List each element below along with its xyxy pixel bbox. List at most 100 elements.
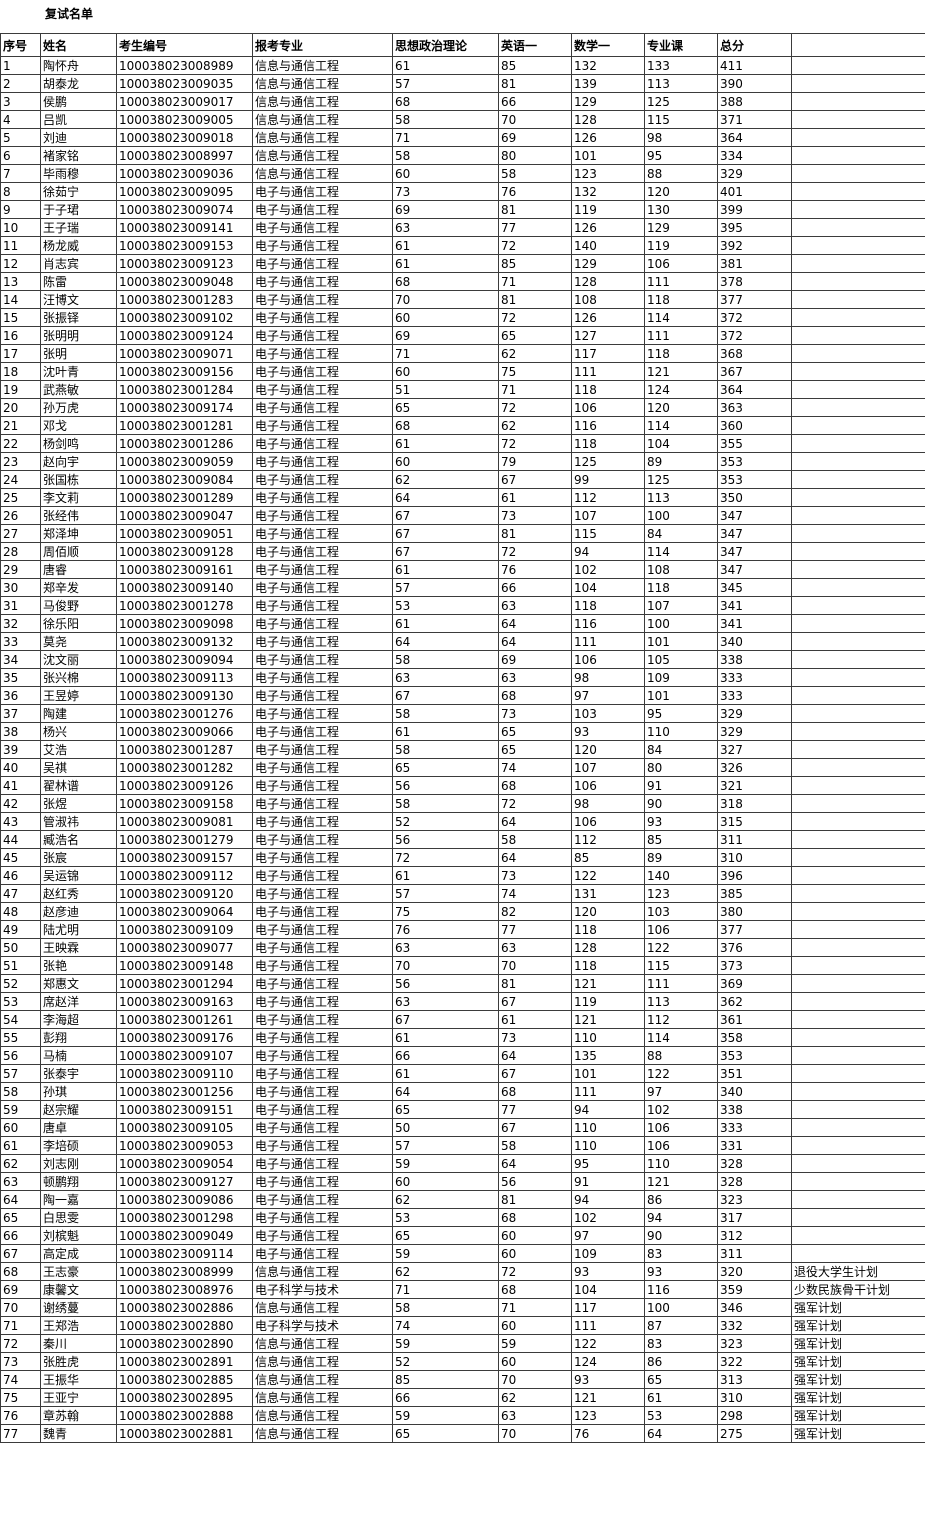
cell-english-score: 58 [498, 1136, 572, 1155]
cell-math-score: 121 [571, 1010, 645, 1029]
cell-no: 25 [0, 488, 41, 507]
cell-major-course-score: 140 [644, 866, 718, 885]
table-row: 6 褚家铭 100038023008997 信息与通信工程 58 80 101 95 334 [0, 146, 925, 165]
cell-total-score: 333 [717, 686, 792, 705]
table-row: 70 谢绣蔓 100038023002886 信息与通信工程 58 71 117 100 346… [0, 1298, 925, 1317]
cell-math-score: 122 [571, 1334, 645, 1353]
cell-english-score: 75 [498, 362, 572, 381]
cell-major-course-score: 106 [644, 254, 718, 273]
cell-name: 王志豪 [40, 1262, 117, 1281]
cell-remark [791, 1190, 925, 1209]
header-candidate-id: 考生编号 [116, 33, 253, 57]
cell-math-score: 129 [571, 254, 645, 273]
cell-english-score: 71 [498, 272, 572, 291]
cell-politics-score: 61 [392, 56, 499, 75]
cell-major: 电子与通信工程 [252, 542, 393, 561]
cell-major: 电子与通信工程 [252, 1136, 393, 1155]
cell-math-score: 125 [571, 452, 645, 471]
table-row: 30 郑辛发 100038023009140 电子与通信工程 57 66 104 118 345 [0, 578, 925, 597]
table-row: 55 彭翔 100038023009176 电子与通信工程 61 73 110 114 358 [0, 1028, 925, 1047]
cell-total-score: 372 [717, 326, 792, 345]
table-row: 56 马楠 100038023009107 电子与通信工程 66 64 135 88 353 [0, 1046, 925, 1065]
cell-english-score: 58 [498, 164, 572, 183]
cell-name: 陆尤明 [40, 920, 117, 939]
cell-no: 3 [0, 92, 41, 111]
cell-candidate-id: 100038023009113 [116, 668, 253, 687]
cell-no: 59 [0, 1100, 41, 1119]
cell-math-score: 93 [571, 1370, 645, 1389]
cell-no: 74 [0, 1370, 41, 1389]
cell-name: 陶建 [40, 704, 117, 723]
cell-math-score: 129 [571, 92, 645, 111]
cell-major: 电子与通信工程 [252, 1046, 393, 1065]
cell-politics-score: 65 [392, 398, 499, 417]
cell-math-score: 126 [571, 128, 645, 147]
cell-politics-score: 61 [392, 254, 499, 273]
cell-english-score: 66 [498, 92, 572, 111]
cell-math-score: 85 [571, 848, 645, 867]
cell-total-score: 347 [717, 560, 792, 579]
cell-name: 郑泽坤 [40, 524, 117, 543]
cell-remark: 强军计划 [791, 1352, 925, 1371]
cell-name: 郑惠文 [40, 974, 117, 993]
table-row: 72 秦川 100038023002890 信息与通信工程 59 59 122 83 323 强军… [0, 1334, 925, 1353]
cell-major: 信息与通信工程 [252, 1298, 393, 1317]
cell-major-course-score: 114 [644, 1028, 718, 1047]
cell-remark [791, 1118, 925, 1137]
cell-politics-score: 61 [392, 866, 499, 885]
cell-politics-score: 75 [392, 902, 499, 921]
cell-english-score: 64 [498, 632, 572, 651]
cell-no: 4 [0, 110, 41, 129]
cell-politics-score: 61 [392, 614, 499, 633]
cell-major: 电子与通信工程 [252, 1100, 393, 1119]
cell-no: 45 [0, 848, 41, 867]
cell-politics-score: 60 [392, 452, 499, 471]
cell-math-score: 120 [571, 902, 645, 921]
cell-major: 信息与通信工程 [252, 146, 393, 165]
cell-major-course-score: 115 [644, 110, 718, 129]
cell-math-score: 110 [571, 1136, 645, 1155]
cell-politics-score: 66 [392, 1046, 499, 1065]
cell-math-score: 110 [571, 1118, 645, 1137]
cell-no: 41 [0, 776, 41, 795]
cell-major-course-score: 106 [644, 1118, 718, 1137]
table-row: 29 唐睿 100038023009161 电子与通信工程 61 76 102 108 347 [0, 560, 925, 579]
cell-candidate-id: 100038023009132 [116, 632, 253, 651]
cell-total-score: 311 [717, 830, 792, 849]
cell-politics-score: 65 [392, 1226, 499, 1245]
cell-remark [791, 236, 925, 255]
cell-english-score: 70 [498, 956, 572, 975]
cell-total-score: 377 [717, 290, 792, 309]
cell-remark [791, 992, 925, 1011]
cell-total-score: 401 [717, 182, 792, 201]
cell-math-score: 118 [571, 434, 645, 453]
cell-politics-score: 60 [392, 1172, 499, 1191]
cell-name: 陈雷 [40, 272, 117, 291]
table-row: 44 臧浩名 100038023001279 电子与通信工程 56 58 112 85 311 [0, 830, 925, 849]
cell-remark [791, 866, 925, 885]
cell-major-course-score: 111 [644, 326, 718, 345]
cell-no: 1 [0, 56, 41, 75]
cell-math-score: 118 [571, 380, 645, 399]
cell-math-score: 101 [571, 1064, 645, 1083]
cell-name: 武燕敏 [40, 380, 117, 399]
cell-candidate-id: 100038023009127 [116, 1172, 253, 1191]
cell-politics-score: 61 [392, 1064, 499, 1083]
cell-major: 信息与通信工程 [252, 1262, 393, 1281]
cell-english-score: 70 [498, 110, 572, 129]
cell-no: 69 [0, 1280, 41, 1299]
cell-name: 徐乐阳 [40, 614, 117, 633]
cell-major-course-score: 93 [644, 812, 718, 831]
table-row: 24 张国栋 100038023009084 电子与通信工程 62 67 99 125 353 [0, 470, 925, 489]
table-row: 54 李海超 100038023001261 电子与通信工程 67 61 121 112 361 [0, 1010, 925, 1029]
table-row: 4 吕凯 100038023009005 信息与通信工程 58 70 128 115 371 [0, 110, 925, 129]
cell-major: 电子与通信工程 [252, 1190, 393, 1209]
cell-major: 电子与通信工程 [252, 956, 393, 975]
cell-english-score: 72 [498, 434, 572, 453]
cell-total-score: 362 [717, 992, 792, 1011]
cell-candidate-id: 100038023009018 [116, 128, 253, 147]
cell-candidate-id: 100038023009120 [116, 884, 253, 903]
cell-major-course-score: 129 [644, 218, 718, 237]
cell-candidate-id: 100038023009123 [116, 254, 253, 273]
cell-total-score: 381 [717, 254, 792, 273]
